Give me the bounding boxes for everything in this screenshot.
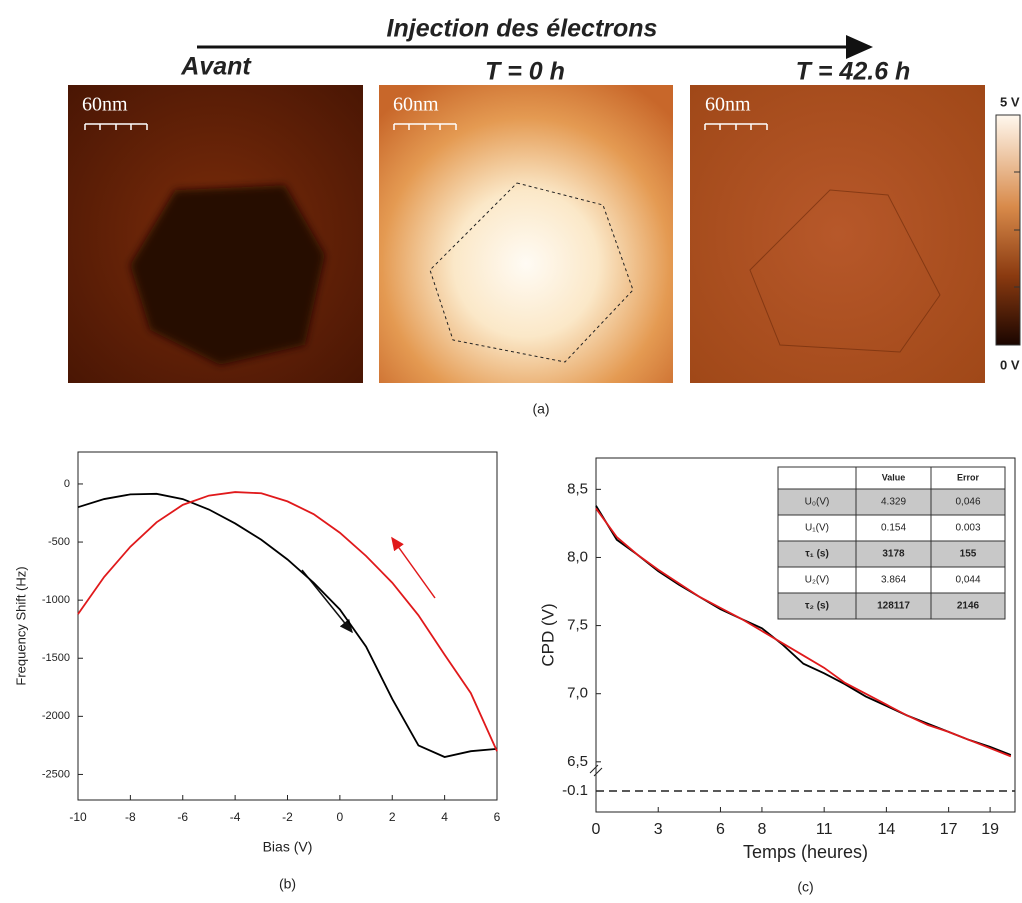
table-header: Value <box>882 472 906 482</box>
y-tick-label: -1000 <box>42 594 70 606</box>
colorbar-min: 0 V <box>1000 357 1020 372</box>
x-tick-label: -4 <box>230 810 241 824</box>
caption: (a) <box>532 401 549 417</box>
colorbar-max: 5 V <box>1000 94 1020 109</box>
table-cell <box>930 566 1006 594</box>
table-cell <box>930 488 1006 516</box>
y-tick-label: -1500 <box>42 652 70 664</box>
x-tick-label: 17 <box>940 821 958 838</box>
table-text: 155 <box>960 549 977 560</box>
y-tick-label: 0 <box>64 478 70 490</box>
kpfm-image <box>68 85 363 383</box>
table-cell <box>930 540 1006 568</box>
x-axis-label: Temps (heures) <box>743 842 868 862</box>
data-line <box>595 507 1012 758</box>
x-tick-label: 4 <box>441 810 448 824</box>
caption: (c) <box>797 879 813 895</box>
axis-break <box>589 764 603 777</box>
table-cell <box>777 566 857 594</box>
sweep-arrow <box>391 536 436 599</box>
y-tick-label: -2000 <box>42 710 70 722</box>
plot-frame <box>77 451 498 801</box>
table-text: τ₁ (s) <box>805 549 829 560</box>
arrow-label: Injection des électrons <box>387 15 658 43</box>
x-tick-label: 6 <box>716 821 725 838</box>
scale-label: 60nm <box>393 94 439 116</box>
y-tick-label: 6,5 <box>567 753 588 770</box>
table-text: 128117 <box>877 601 910 612</box>
table-text: 4.329 <box>881 497 906 508</box>
table-cell <box>777 592 857 620</box>
y-tick-label: 8,5 <box>567 480 588 497</box>
scale-label: 60nm <box>705 94 751 116</box>
x-tick-label: 14 <box>877 821 895 838</box>
x-tick-label: -6 <box>177 810 188 824</box>
x-tick-label: 11 <box>816 821 833 838</box>
table-text: 2146 <box>957 601 980 612</box>
table-cell <box>777 466 857 490</box>
data-line <box>77 492 498 758</box>
x-axis-label: Bias (V) <box>263 839 313 855</box>
y-axis-label: Frequency Shift (Hz) <box>13 566 28 685</box>
y-tick-label: -500 <box>48 536 70 548</box>
table-text: 3178 <box>882 549 905 560</box>
scale-label: 60nm <box>82 94 128 116</box>
x-tick-label: 6 <box>494 810 501 824</box>
panel-label: T = 0 h <box>485 58 565 86</box>
kpfm-image <box>690 85 985 383</box>
y-tick-label: -0.1 <box>562 782 588 799</box>
table-text: U₁(V) <box>805 523 829 534</box>
panel-label: T = 42.6 h <box>796 58 911 86</box>
x-tick-label: 19 <box>981 821 999 838</box>
table-cell <box>930 592 1006 620</box>
table-text: U₀(V) <box>805 497 830 508</box>
x-tick-label: -10 <box>69 810 87 824</box>
plot-frame <box>595 457 1016 813</box>
table-cell <box>855 514 932 542</box>
table-cell <box>777 488 857 516</box>
colorbar-ticks <box>1014 171 1020 288</box>
table-text: U₂(V) <box>805 575 829 586</box>
y-axis-label: CPD (V) <box>538 603 557 666</box>
x-tick-label: 3 <box>654 821 663 838</box>
table-cell <box>855 592 932 620</box>
y-tick-label: 7,5 <box>567 617 588 634</box>
fit-table: Value Error U₀(V) 4.329 0,046 U₁(V) 0.154 0.003… <box>777 466 1006 620</box>
table-text: 0,046 <box>955 497 980 508</box>
scale-bars <box>84 123 768 130</box>
x-tick-label: 0 <box>592 821 601 838</box>
caption: (b) <box>279 876 296 892</box>
x-tick-label: -2 <box>282 810 293 824</box>
table-text: 3.864 <box>881 575 906 586</box>
x-tick-label: 0 <box>337 810 344 824</box>
table-text: 0,044 <box>955 575 980 586</box>
table-text: 0.154 <box>881 523 906 534</box>
table-header: Error <box>957 472 980 482</box>
table-cell <box>855 566 932 594</box>
x-tick-label: -8 <box>125 810 136 824</box>
kpfm-image <box>379 85 673 383</box>
y-tick-label: 8,0 <box>567 548 588 565</box>
table-cell <box>777 514 857 542</box>
x-tick-label: 2 <box>389 810 396 824</box>
x-tick-label: 8 <box>757 821 766 838</box>
y-tick-label: -2500 <box>42 768 70 780</box>
y-tick-label: 7,0 <box>567 685 588 702</box>
panel-label: Avant <box>180 53 252 81</box>
data-line <box>77 491 498 752</box>
table-cell <box>930 514 1006 542</box>
table-text: τ₂ (s) <box>805 601 829 612</box>
table-text: 0.003 <box>955 523 980 534</box>
